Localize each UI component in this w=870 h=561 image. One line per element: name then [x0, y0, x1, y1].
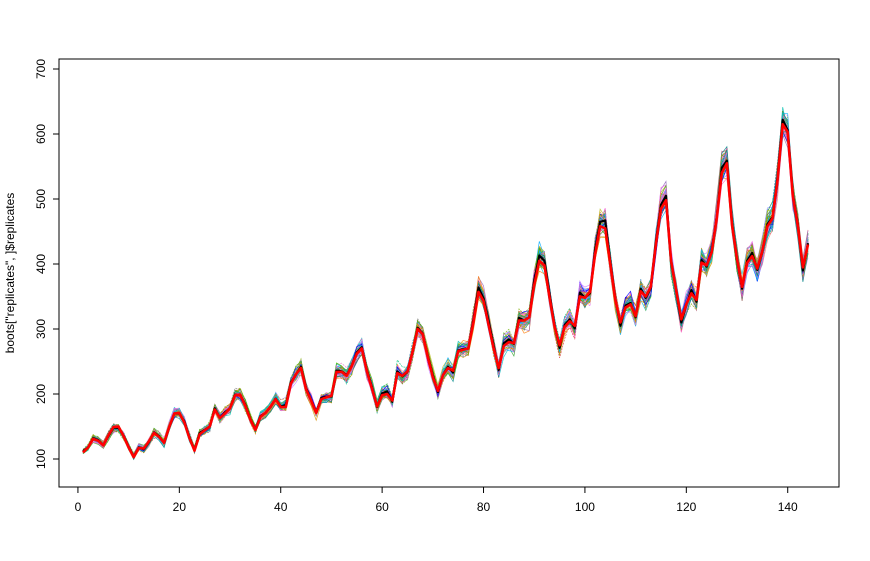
y-tick-label: 300: [34, 319, 48, 339]
x-tick-label: 0: [75, 500, 82, 514]
x-tick-label: 140: [778, 500, 798, 514]
y-tick-label: 400: [34, 254, 48, 274]
x-tick-label: 40: [274, 500, 288, 514]
y-tick-label: 600: [34, 124, 48, 144]
y-tick-label: 100: [34, 449, 48, 469]
x-tick-label: 80: [477, 500, 491, 514]
x-tick-label: 100: [575, 500, 595, 514]
x-tick-label: 20: [173, 500, 187, 514]
fitted-series-line: [82, 123, 810, 459]
series-lines: [82, 118, 810, 459]
y-axis-label: boots["replicates", ]$replicates: [3, 193, 17, 354]
y-tick-label: 500: [34, 189, 48, 209]
x-axis: 0 20 40 60 80 100 120 140: [75, 486, 798, 514]
y-tick-label: 200: [34, 384, 48, 404]
x-tick-label: 120: [676, 500, 696, 514]
y-axis: 100 200 300 400 500 600 700: [34, 59, 60, 469]
x-tick-label: 60: [375, 500, 389, 514]
y-tick-label: 700: [34, 59, 48, 79]
